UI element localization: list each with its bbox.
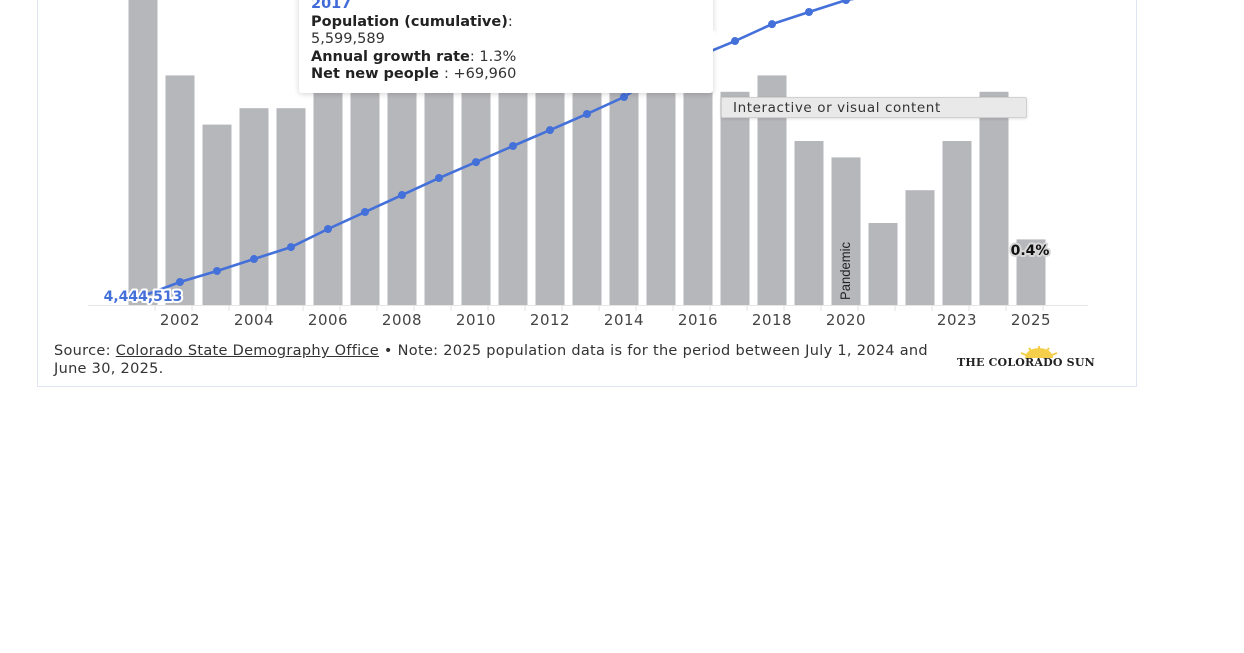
- population-point-2006[interactable]: [324, 225, 332, 234]
- x-tick-label: 2016: [678, 311, 718, 329]
- population-point-2014[interactable]: [620, 92, 628, 101]
- tooltip-pop-value: 5,599,589: [311, 31, 385, 47]
- bar-2012[interactable]: [535, 59, 565, 305]
- data-tooltip: 2017 Population (cumulative): 5,599,589 …: [299, 0, 722, 93]
- population-point-2020[interactable]: [842, 0, 850, 5]
- footer-note: • Note: 2025 population data is for the …: [54, 343, 928, 377]
- tooltip-growth-value: 1.3%: [479, 48, 517, 65]
- x-tick-label: 2004: [234, 311, 274, 329]
- population-point-2010[interactable]: [472, 158, 480, 167]
- population-point-2012[interactable]: [546, 126, 554, 135]
- end-bar-label: 0.4%: [1011, 243, 1050, 259]
- bar-2021[interactable]: [868, 223, 898, 305]
- bar-2020[interactable]: [831, 157, 861, 305]
- population-point-2013[interactable]: [583, 109, 591, 118]
- x-tick-label: 2025: [1011, 311, 1051, 329]
- bar-2003[interactable]: [202, 124, 232, 305]
- population-point-2011[interactable]: [509, 142, 517, 151]
- x-tick-label: 2012: [530, 311, 570, 329]
- bar-2022[interactable]: [905, 190, 935, 305]
- population-point-2003[interactable]: [213, 266, 221, 275]
- x-tick-label: 2006: [308, 311, 348, 329]
- bar-2002[interactable]: [165, 75, 195, 306]
- population-point-2005[interactable]: [287, 243, 295, 252]
- pandemic-label: Pandemic: [837, 242, 853, 300]
- population-point-2007[interactable]: [361, 208, 369, 217]
- start-value-label: 4,444,513: [104, 289, 183, 305]
- bar-2016[interactable]: [683, 59, 713, 305]
- tooltip-net-value: +69,960: [453, 66, 517, 82]
- bar-2005[interactable]: [276, 108, 306, 305]
- tooltip-year: 2017: [311, 0, 352, 12]
- bar-2010[interactable]: [461, 59, 491, 305]
- sun-icon: [1020, 346, 1058, 358]
- population-point-2009[interactable]: [435, 174, 443, 183]
- chart-footer: Source: Colorado State Demography Office…: [54, 342, 934, 378]
- bar-2017[interactable]: [720, 91, 750, 305]
- x-tick-label: 2023: [937, 311, 977, 329]
- population-point-2018[interactable]: [768, 20, 776, 29]
- population-point-2017[interactable]: [731, 37, 739, 46]
- bar-2023[interactable]: [942, 141, 972, 305]
- x-tick-label: 2014: [604, 311, 644, 329]
- logo-text: THE COLORADO SUN: [957, 356, 1095, 369]
- bar-2025[interactable]: [1016, 239, 1046, 305]
- bar-2019[interactable]: [794, 141, 824, 305]
- x-tick-label: 2018: [752, 311, 792, 329]
- colorado-sun-logo[interactable]: THE COLORADO SUN: [957, 346, 1122, 372]
- tooltip-pop-label: Population (cumulative): [311, 13, 508, 30]
- population-point-2019[interactable]: [805, 8, 813, 17]
- source-link[interactable]: Colorado State Demography Office: [115, 343, 379, 359]
- population-point-2004[interactable]: [250, 255, 258, 264]
- x-tick-label: 2010: [456, 311, 496, 329]
- x-tick-label: 2020: [826, 311, 866, 329]
- interactive-content-tooltip: Interactive or visual content: [721, 97, 1027, 118]
- x-tick-label: 2008: [382, 311, 422, 329]
- tooltip-growth-label: Annual growth rate: [311, 48, 470, 65]
- source-prefix: Source:: [54, 343, 116, 359]
- x-tick-label: 2002: [160, 311, 200, 329]
- bar-2004[interactable]: [239, 108, 269, 305]
- population-chart[interactable]: 2002 2004 2006 2008 2010 2012 2014 2016 2018 2020…: [0, 0, 1244, 335]
- tooltip-pointer: [713, 30, 722, 48]
- population-point-2002[interactable]: [176, 277, 184, 286]
- bar-2024[interactable]: [979, 91, 1009, 305]
- bar-2001[interactable]: [128, 0, 158, 305]
- tooltip-net-label: Net new people: [311, 66, 444, 82]
- population-point-2008[interactable]: [398, 191, 406, 200]
- bar-2011[interactable]: [498, 75, 528, 306]
